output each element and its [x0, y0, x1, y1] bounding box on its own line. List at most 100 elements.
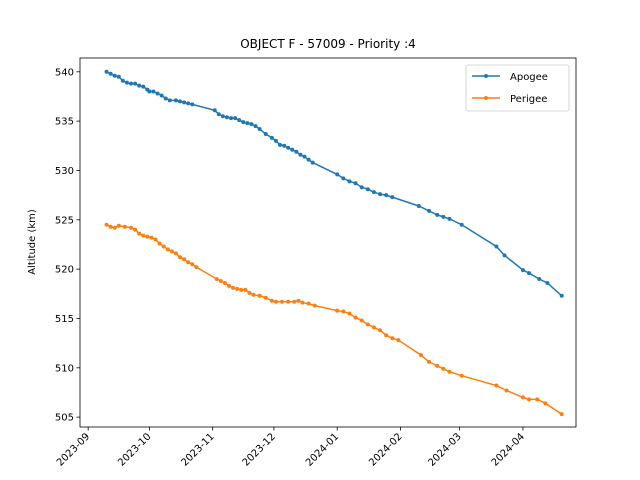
- y-tick-label: 510: [55, 363, 74, 374]
- data-point-perigee: [527, 397, 532, 402]
- data-point-perigee: [133, 227, 138, 232]
- data-point-apogee: [353, 181, 358, 186]
- data-point-perigee: [390, 336, 395, 341]
- plot-frame: [79, 57, 577, 428]
- data-point-apogee: [306, 157, 311, 162]
- data-point-apogee: [237, 118, 242, 123]
- data-point-apogee: [104, 69, 109, 74]
- data-point-apogee: [371, 190, 376, 195]
- data-point-apogee: [545, 280, 550, 285]
- data-point-apogee: [286, 145, 291, 150]
- data-point-apogee: [447, 216, 452, 221]
- data-point-perigee: [122, 224, 127, 229]
- data-point-apogee: [137, 83, 142, 88]
- data-point-perigee: [243, 287, 248, 292]
- data-point-apogee: [186, 101, 191, 106]
- data-point-perigee: [306, 301, 311, 306]
- data-point-perigee: [378, 328, 383, 333]
- legend-swatch-marker: [484, 74, 488, 78]
- data-point-apogee: [120, 78, 125, 83]
- data-point-apogee: [273, 138, 278, 143]
- data-point-perigee: [104, 222, 109, 227]
- data-point-perigee: [161, 244, 166, 249]
- data-point-perigee: [235, 286, 240, 291]
- data-point-apogee: [310, 160, 315, 165]
- data-point-perigee: [396, 338, 401, 343]
- data-point-apogee: [257, 127, 262, 132]
- data-point-perigee: [141, 233, 146, 238]
- data-point-apogee: [190, 102, 195, 107]
- data-point-perigee: [427, 359, 432, 364]
- data-point-apogee: [294, 149, 299, 154]
- data-point-apogee: [302, 154, 307, 159]
- data-point-apogee: [133, 81, 138, 86]
- data-point-apogee: [298, 152, 303, 157]
- series-apogee: [104, 69, 564, 298]
- data-point-perigee: [280, 299, 285, 304]
- data-point-apogee: [527, 271, 532, 276]
- data-point-perigee: [520, 395, 525, 400]
- data-point-perigee: [269, 298, 274, 303]
- data-point-perigee: [227, 283, 231, 288]
- data-point-apogee: [520, 268, 525, 273]
- y-tick-label: 505: [55, 413, 74, 424]
- data-point-apogee: [141, 84, 146, 89]
- data-point-apogee: [559, 293, 564, 298]
- data-point-apogee: [129, 81, 134, 86]
- data-point-perigee: [157, 241, 162, 246]
- data-point-apogee: [108, 71, 113, 76]
- data-point-perigee: [190, 262, 195, 267]
- data-point-perigee: [365, 322, 370, 327]
- data-point-apogee: [427, 208, 432, 213]
- data-point-perigee: [286, 299, 291, 304]
- data-point-perigee: [535, 397, 540, 402]
- data-point-apogee: [441, 214, 446, 219]
- data-point-perigee: [335, 308, 340, 313]
- data-point-perigee: [418, 352, 423, 357]
- data-point-apogee: [112, 73, 117, 78]
- data-point-perigee: [112, 225, 117, 230]
- chart-title: OBJECT F - 57009 - Priority :4: [240, 37, 416, 51]
- data-point-apogee: [173, 98, 178, 103]
- data-point-apogee: [151, 89, 156, 94]
- data-point-apogee: [155, 91, 160, 96]
- y-tick-label: 515: [55, 314, 74, 325]
- data-point-perigee: [312, 303, 317, 308]
- data-point-apogee: [341, 176, 346, 181]
- data-point-perigee: [218, 278, 223, 283]
- data-point-apogee: [416, 203, 421, 208]
- data-point-perigee: [300, 300, 305, 305]
- data-point-apogee: [384, 193, 389, 198]
- y-tick-label: 535: [55, 117, 74, 128]
- data-point-apogee: [167, 98, 172, 103]
- data-point-perigee: [239, 287, 244, 292]
- data-point-perigee: [194, 265, 199, 270]
- legend-swatch-marker: [484, 96, 488, 100]
- data-point-apogee: [459, 222, 464, 227]
- data-point-perigee: [273, 299, 278, 304]
- data-point-apogee: [178, 99, 183, 104]
- data-point-apogee: [220, 114, 225, 119]
- data-point-perigee: [108, 224, 113, 229]
- legend: Apogee Perigee: [465, 64, 570, 112]
- data-point-perigee: [169, 249, 174, 254]
- data-point-perigee: [441, 366, 446, 371]
- data-point-perigee: [459, 373, 464, 378]
- data-point-apogee: [378, 192, 383, 197]
- data-point-apogee: [159, 93, 164, 98]
- data-point-perigee: [447, 369, 452, 374]
- data-point-apogee: [335, 172, 340, 177]
- data-point-apogee: [249, 122, 254, 127]
- data-point-perigee: [137, 231, 142, 236]
- data-point-perigee: [182, 257, 187, 262]
- data-point-perigee: [214, 277, 219, 282]
- data-point-perigee: [153, 237, 158, 242]
- data-point-apogee: [147, 89, 152, 94]
- data-point-apogee: [241, 120, 246, 125]
- data-point-apogee: [116, 74, 121, 79]
- series-layer: [104, 69, 564, 417]
- data-point-apogee: [263, 131, 268, 136]
- data-point-perigee: [116, 223, 121, 228]
- data-point-perigee: [222, 280, 227, 285]
- data-point-apogee: [390, 195, 395, 200]
